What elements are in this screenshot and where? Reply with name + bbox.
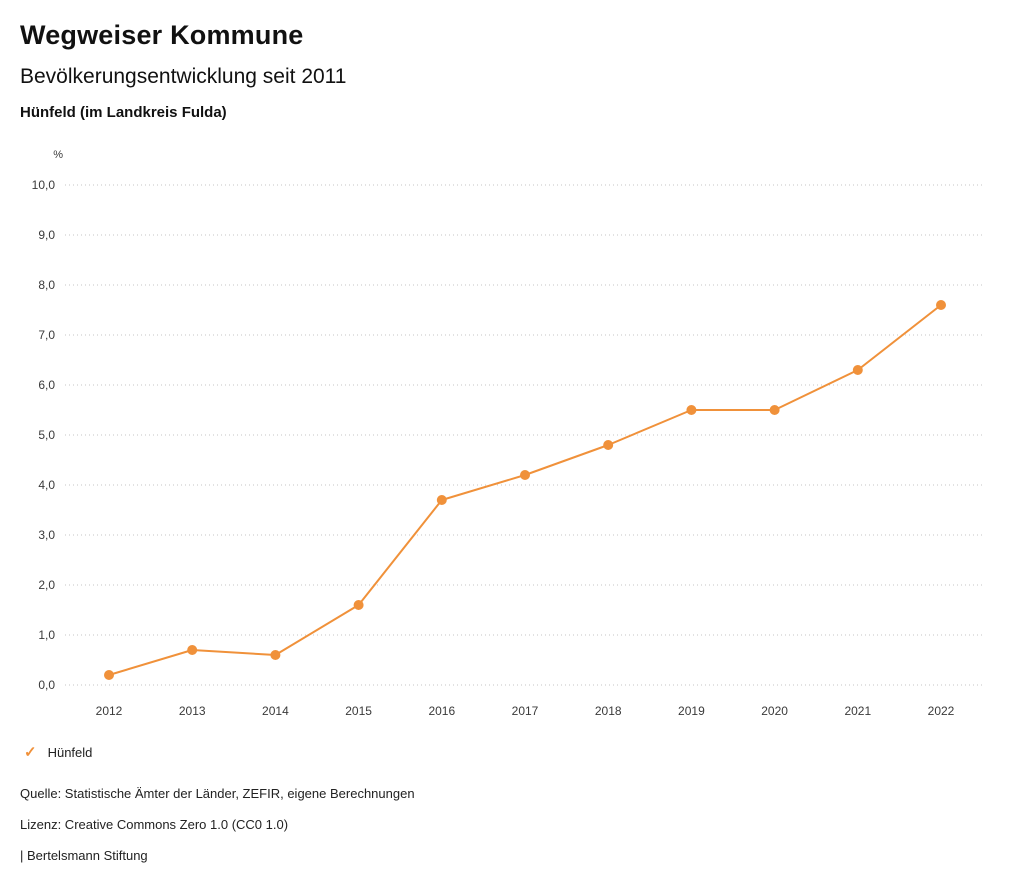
license-text: Lizenz: Creative Commons Zero 1.0 (CC0 1… <box>20 817 289 832</box>
y-tick-label: 3,0 <box>38 528 55 542</box>
y-tick-label: 9,0 <box>38 228 55 242</box>
y-tick-label: 2,0 <box>38 578 55 592</box>
series-line <box>108 304 942 676</box>
check-icon: ✓ <box>24 744 37 761</box>
legend-item-huenfeld[interactable]: Hünfeld <box>47 745 93 760</box>
y-tick-label: 6,0 <box>38 378 55 392</box>
app-title: Wegweiser Kommune <box>20 20 304 50</box>
x-tick-label: 2013 <box>179 704 206 718</box>
attribution-text: | Bertelsmann Stiftung <box>20 848 148 863</box>
y-tick-label: 0,0 <box>38 678 55 692</box>
x-tick-label: 2018 <box>595 704 622 718</box>
line-chart: % 0,0 1,0 2,0 3,0 4,0 5,0 6,0 7,0 8,0 9,0 10,0 2012 2… <box>32 149 985 718</box>
chart-region-subtitle: Hünfeld (im Landkreis Fulda) <box>20 104 227 121</box>
data-point <box>686 405 697 415</box>
data-point <box>353 600 364 610</box>
data-point <box>187 645 198 655</box>
legend: ✓ Hünfeld <box>24 745 92 760</box>
data-point <box>936 300 946 310</box>
x-tick-label: 2021 <box>844 704 871 718</box>
y-tick-label: 10,0 <box>32 178 56 192</box>
data-point <box>270 650 281 660</box>
chart-title: Bevölkerungsentwicklung seit 2011 <box>20 65 347 88</box>
y-tick-label: 5,0 <box>38 428 55 442</box>
y-tick-label: 1,0 <box>38 628 55 642</box>
data-point <box>436 495 447 505</box>
x-tick-label: 2017 <box>512 704 539 718</box>
x-tick-label: 2014 <box>262 704 289 718</box>
y-tick-label: 8,0 <box>38 278 55 292</box>
x-tick-label: 2015 <box>345 704 372 718</box>
data-point <box>769 405 780 415</box>
y-tick-label: 4,0 <box>38 478 55 492</box>
x-tick-label: 2012 <box>96 704 123 718</box>
y-tick-label: 7,0 <box>38 328 55 342</box>
data-point <box>603 440 614 450</box>
x-tick-label: 2020 <box>761 704 788 718</box>
x-tick-label: 2016 <box>428 704 455 718</box>
x-tick-label: 2019 <box>678 704 705 718</box>
x-tick-label: 2022 <box>928 704 955 718</box>
data-point <box>852 365 863 375</box>
source-text: Quelle: Statistische Ämter der Länder, Z… <box>20 786 415 801</box>
data-point <box>104 670 114 680</box>
y-axis-unit-label: % <box>53 149 63 161</box>
data-point <box>520 470 530 480</box>
